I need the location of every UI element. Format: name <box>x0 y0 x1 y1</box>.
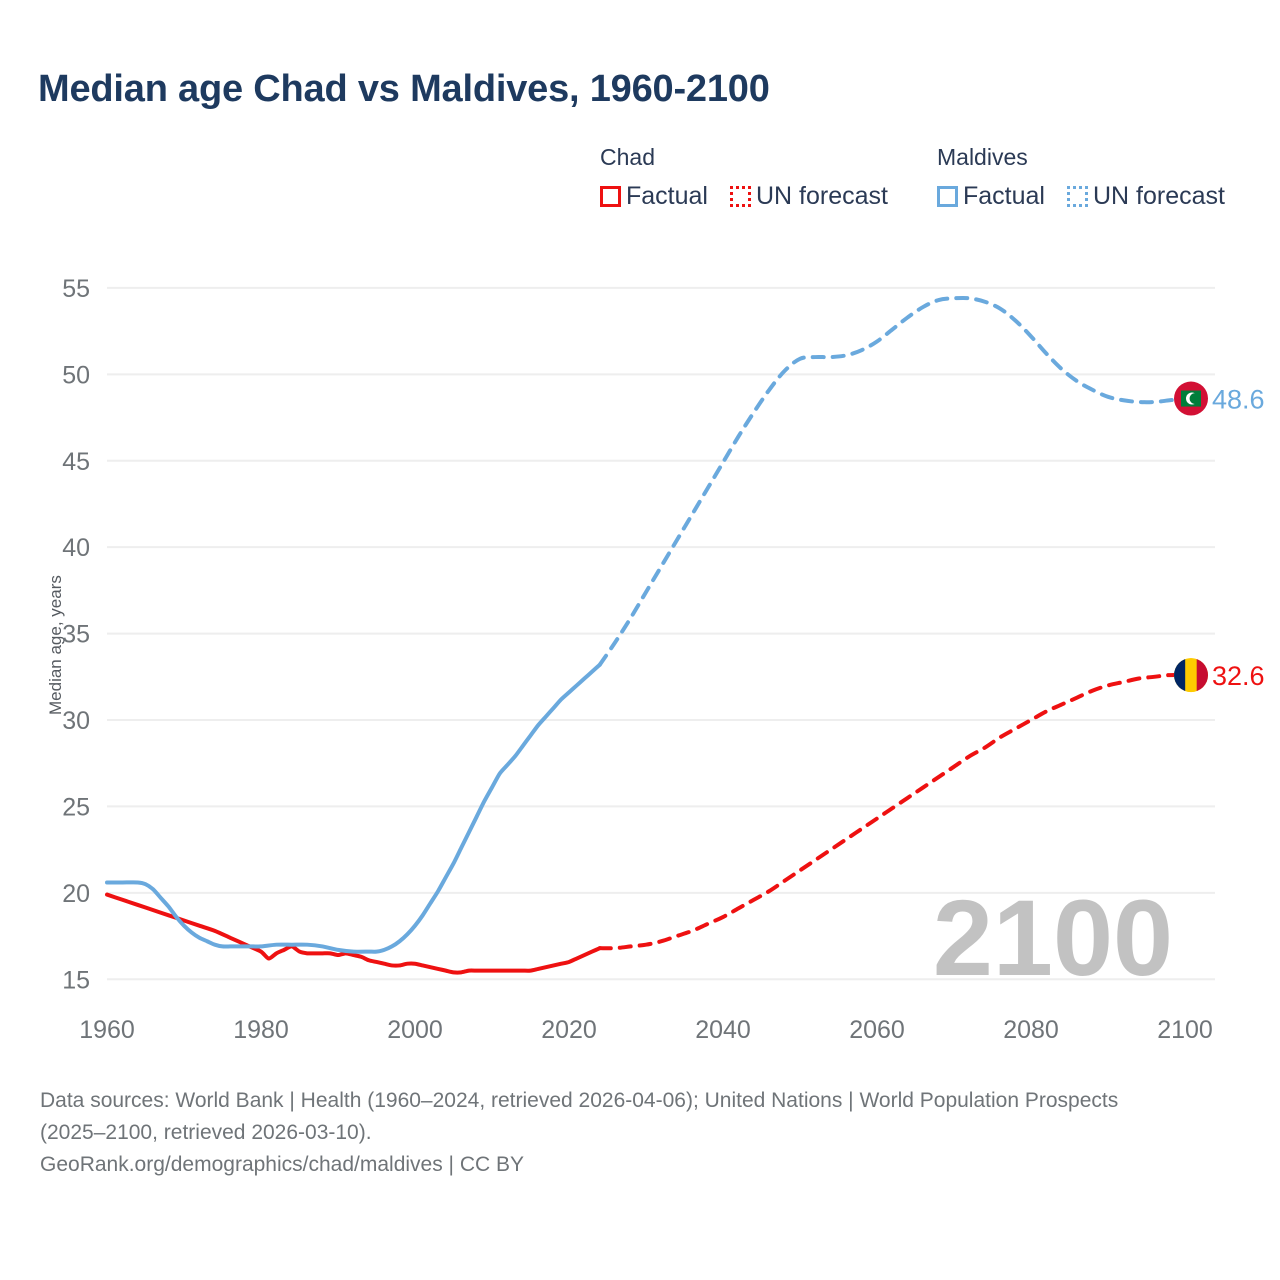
legend-country-maldives: Maldives <box>937 144 1028 170</box>
year-watermark: 2100 <box>933 877 1173 998</box>
legend-swatch-dotted-icon <box>1066 186 1088 207</box>
legend-label-chad-forecast: UN forecast <box>755 182 888 210</box>
legend-swatch-solid-icon <box>600 186 621 207</box>
end-label-maldives: 48.6 <box>1212 385 1265 415</box>
svg-text:30: 30 <box>62 707 90 735</box>
footer: Data sources: World Bank | Health (1960–… <box>40 1085 1220 1181</box>
svg-text:2020: 2020 <box>541 1016 597 1044</box>
svg-text:2060: 2060 <box>849 1016 905 1044</box>
chad-flag-icon <box>1174 658 1208 693</box>
y-axis-ticks: 15 20 25 30 35 40 45 50 55 <box>62 275 90 994</box>
maldives-flag-icon <box>1174 381 1208 416</box>
svg-text:40: 40 <box>62 534 90 562</box>
legend-group-maldives: Maldives Factual UN forecast <box>937 142 1225 211</box>
svg-text:2040: 2040 <box>695 1016 751 1044</box>
legend-label-chad-factual: Factual <box>626 182 708 210</box>
legend-item-maldives-forecast[interactable]: UN forecast <box>1066 182 1225 211</box>
svg-text:20: 20 <box>62 880 90 908</box>
page-title: Median age Chad vs Maldives, 1960-2100 <box>38 68 770 110</box>
footer-sources: Data sources: World Bank | Health (1960–… <box>40 1089 1119 1144</box>
end-label-chad: 32.6 <box>1212 661 1265 691</box>
svg-text:50: 50 <box>62 361 90 389</box>
legend-label-maldives-factual: Factual <box>963 182 1045 210</box>
gridlines <box>107 286 1215 981</box>
legend-swatch-dotted-icon <box>729 186 751 207</box>
svg-text:1980: 1980 <box>233 1016 289 1044</box>
svg-text:55: 55 <box>62 275 90 303</box>
series-lines <box>105 295 1187 975</box>
legend-country-chad: Chad <box>600 144 655 170</box>
legend-label-maldives-forecast: UN forecast <box>1092 182 1225 210</box>
series-chad-factual <box>105 892 602 975</box>
x-axis-ticks: 1960 1980 2000 2020 2040 2060 2080 2100 <box>79 1016 1213 1044</box>
svg-text:35: 35 <box>62 621 90 649</box>
svg-text:2100: 2100 <box>1157 1016 1213 1044</box>
legend-swatch-solid-icon <box>937 186 958 207</box>
legend-item-chad-factual[interactable]: Factual <box>600 182 708 211</box>
footer-attribution: GeoRank.org/demographics/chad/maldives |… <box>40 1153 525 1176</box>
legend-item-maldives-factual[interactable]: Factual <box>937 182 1045 211</box>
chart-legend: Chad Factual UN forecast Maldives Factua… <box>600 142 1260 220</box>
svg-text:25: 25 <box>62 793 90 821</box>
svg-text:2080: 2080 <box>1003 1016 1059 1044</box>
svg-text:15: 15 <box>62 966 90 994</box>
svg-text:2000: 2000 <box>387 1016 443 1044</box>
legend-group-chad: Chad Factual UN forecast <box>600 142 888 211</box>
series-maldives-forecast <box>597 295 1187 667</box>
svg-text:1960: 1960 <box>79 1016 135 1044</box>
end-markers: 32.6 48.6 <box>1174 381 1265 693</box>
series-chad-forecast <box>597 672 1187 951</box>
svg-text:45: 45 <box>62 448 90 476</box>
series-maldives-factual <box>105 662 602 954</box>
legend-item-chad-forecast[interactable]: UN forecast <box>729 182 888 211</box>
